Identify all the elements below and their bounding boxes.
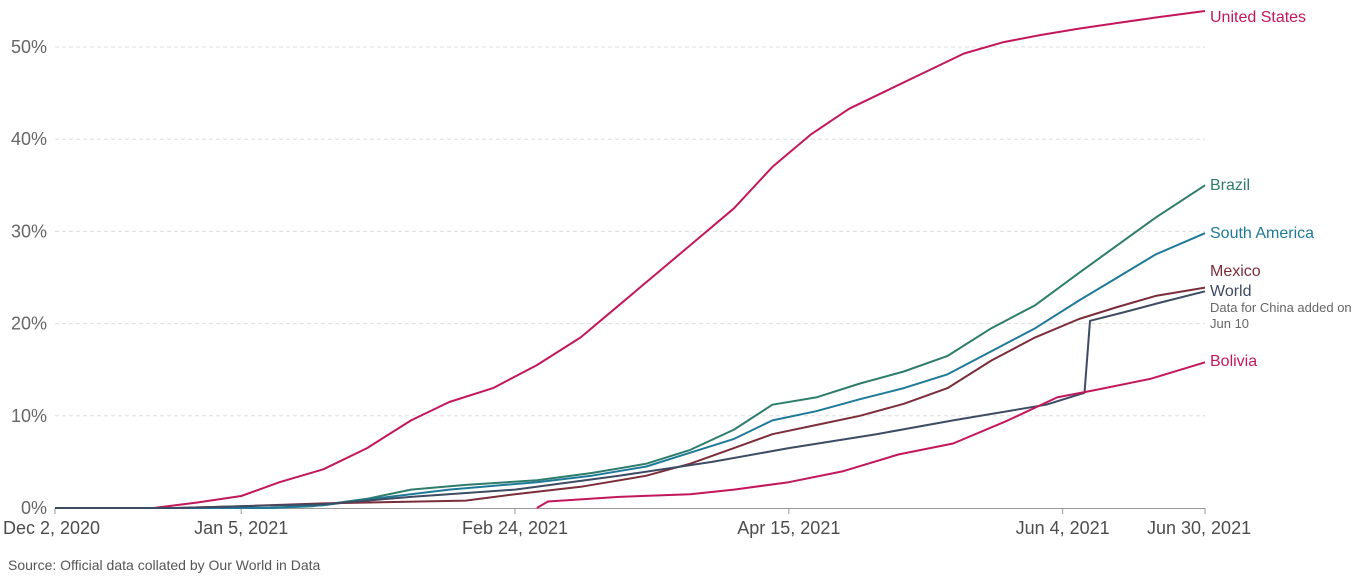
gridlines xyxy=(55,46,1205,417)
y-tick-label: 10% xyxy=(11,406,47,426)
x-axis: Dec 2, 2020 Jan 5, 2021 Feb 24, 2021 Apr 15… xyxy=(3,508,1251,538)
source-note: Source: Official data collated by Our Wo… xyxy=(8,557,321,573)
series-line-bolivia xyxy=(536,361,1206,509)
series-label: Brazil xyxy=(1210,177,1250,194)
x-tick-label: Jan 5, 2021 xyxy=(194,518,288,538)
series-labels: United States Brazil South America Mexico Wo… xyxy=(1210,9,1352,370)
series-label: World xyxy=(1210,283,1252,300)
series-label: Bolivia xyxy=(1210,353,1257,370)
series-line-brazil xyxy=(55,184,1206,509)
y-tick-label: 20% xyxy=(11,314,47,334)
series-lines xyxy=(55,10,1206,509)
series-line-world xyxy=(55,290,1206,509)
y-tick-label: 0% xyxy=(21,498,47,518)
x-tick-label: Jun 4, 2021 xyxy=(1016,518,1110,538)
series-label: Mexico xyxy=(1210,263,1261,280)
series-line-united-states xyxy=(55,10,1206,509)
series-label: South America xyxy=(1210,225,1314,242)
x-tick-label: Apr 15, 2021 xyxy=(737,518,840,538)
series-line-south-america xyxy=(55,232,1206,509)
y-tick-label: 30% xyxy=(11,221,47,241)
x-tick-label: Dec 2, 2020 xyxy=(3,518,100,538)
y-axis: 0% 10% 20% 30% 40% 50% xyxy=(11,37,47,518)
annotation-text: Data for China added on xyxy=(1210,300,1352,315)
x-tick-label: Feb 24, 2021 xyxy=(462,518,568,538)
line-chart: 0% 10% 20% 30% 40% 50% Dec 2, 2020 Jan 5, 2021… xyxy=(3,9,1352,538)
y-tick-label: 40% xyxy=(11,129,47,149)
x-tick-label: Jun 30, 2021 xyxy=(1147,518,1251,538)
y-tick-label: 50% xyxy=(11,37,47,57)
series-line-mexico xyxy=(55,286,1206,509)
annotation-text: Jun 10 xyxy=(1210,316,1249,331)
series-label: United States xyxy=(1210,9,1306,26)
